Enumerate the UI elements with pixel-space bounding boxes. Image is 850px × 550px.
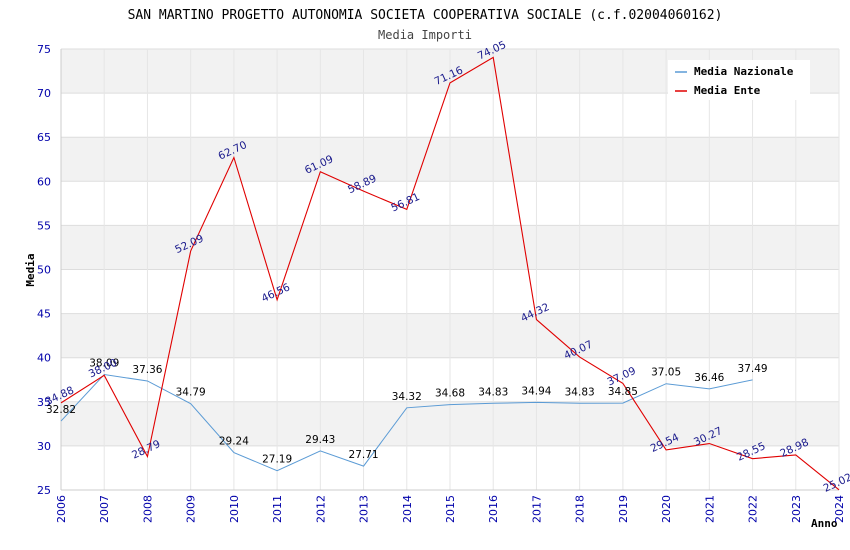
y-tick-label: 70 [37,87,51,100]
data-label-media-nazionale: 27.19 [262,454,292,466]
x-tick-label: 2019 [617,495,630,523]
gridlines [60,48,840,491]
legend: Media Nazionale Media Ente [668,60,810,100]
chart-title: SAN MARTINO PROGETTO AUTONOMIA SOCIETA C… [128,8,723,23]
x-tick-label: 2013 [358,495,371,523]
x-tick-label: 2021 [703,495,716,523]
x-tick-label: 2006 [55,495,68,523]
series-line-media-ente [60,56,840,491]
y-tick-label: 30 [37,440,51,453]
legend-label-media-nazionale: Media Nazionale [694,65,794,78]
data-label-media-nazionale: 34.83 [565,386,595,398]
y-tick-label: 40 [37,352,51,365]
x-tick-label: 2017 [530,495,543,523]
y-tick-label: 65 [37,131,51,144]
y-tick-label: 60 [37,175,51,188]
y-tick-label: 75 [37,43,51,56]
data-label-media-nazionale: 32.82 [46,404,76,416]
y-tick-label: 35 [37,396,51,409]
x-tick-label: 2009 [185,495,198,523]
x-tick-label: 2015 [444,495,457,523]
x-tick-label: 2007 [98,495,111,523]
data-label-media-nazionale: 34.85 [608,386,638,398]
x-tick-label: 2011 [271,495,284,523]
x-axis-ticks: 2006 2007 2008 2009 2010 2011 2012 2013 2014 2015… [55,495,846,523]
x-tick-label: 2024 [833,495,846,523]
legend-box [668,60,810,100]
x-tick-label: 2012 [314,495,327,523]
y-tick-label: 45 [37,308,51,321]
data-label-media-nazionale: 29.43 [305,434,335,446]
x-tick-label: 2020 [660,495,673,523]
chart-subtitle: Media Importi [378,28,472,42]
x-axis-label: Anno [811,517,838,530]
x-tick-label: 2022 [747,495,760,523]
y-axis-label: Media [24,253,37,286]
y-tick-label: 25 [37,484,51,497]
data-label-media-nazionale: 37.05 [651,367,681,379]
x-tick-label: 2016 [487,495,500,523]
x-tick-label: 2010 [228,495,241,523]
data-label-media-nazionale: 34.32 [392,391,422,403]
data-label-media-nazionale: 34.79 [176,387,206,399]
data-label-media-nazionale: 37.36 [132,364,162,376]
x-tick-label: 2018 [574,495,587,523]
data-label-media-nazionale: 34.83 [478,386,508,398]
series-lines [60,56,840,491]
y-axis-ticks: 25 30 35 40 45 50 55 60 65 70 75 [37,43,51,497]
data-label-media-nazionale: 36.46 [694,372,724,384]
data-label-media-nazionale: 34.94 [521,385,551,397]
y-tick-label: 55 [37,219,51,232]
data-label-media-nazionale: 37.49 [738,363,768,375]
x-tick-label: 2008 [141,495,154,523]
y-tick-label: 50 [37,264,51,277]
x-tick-label: 2023 [790,495,803,523]
data-label-media-nazionale: 34.68 [435,388,465,400]
x-tick-label: 2014 [401,495,414,523]
data-label-media-nazionale: 29.24 [219,436,249,448]
data-label-media-nazionale: 38.09 [89,358,119,370]
data-label-media-nazionale: 27.71 [349,449,379,461]
legend-label-media-ente: Media Ente [694,84,761,97]
series-line-media-nazionale [60,374,753,472]
